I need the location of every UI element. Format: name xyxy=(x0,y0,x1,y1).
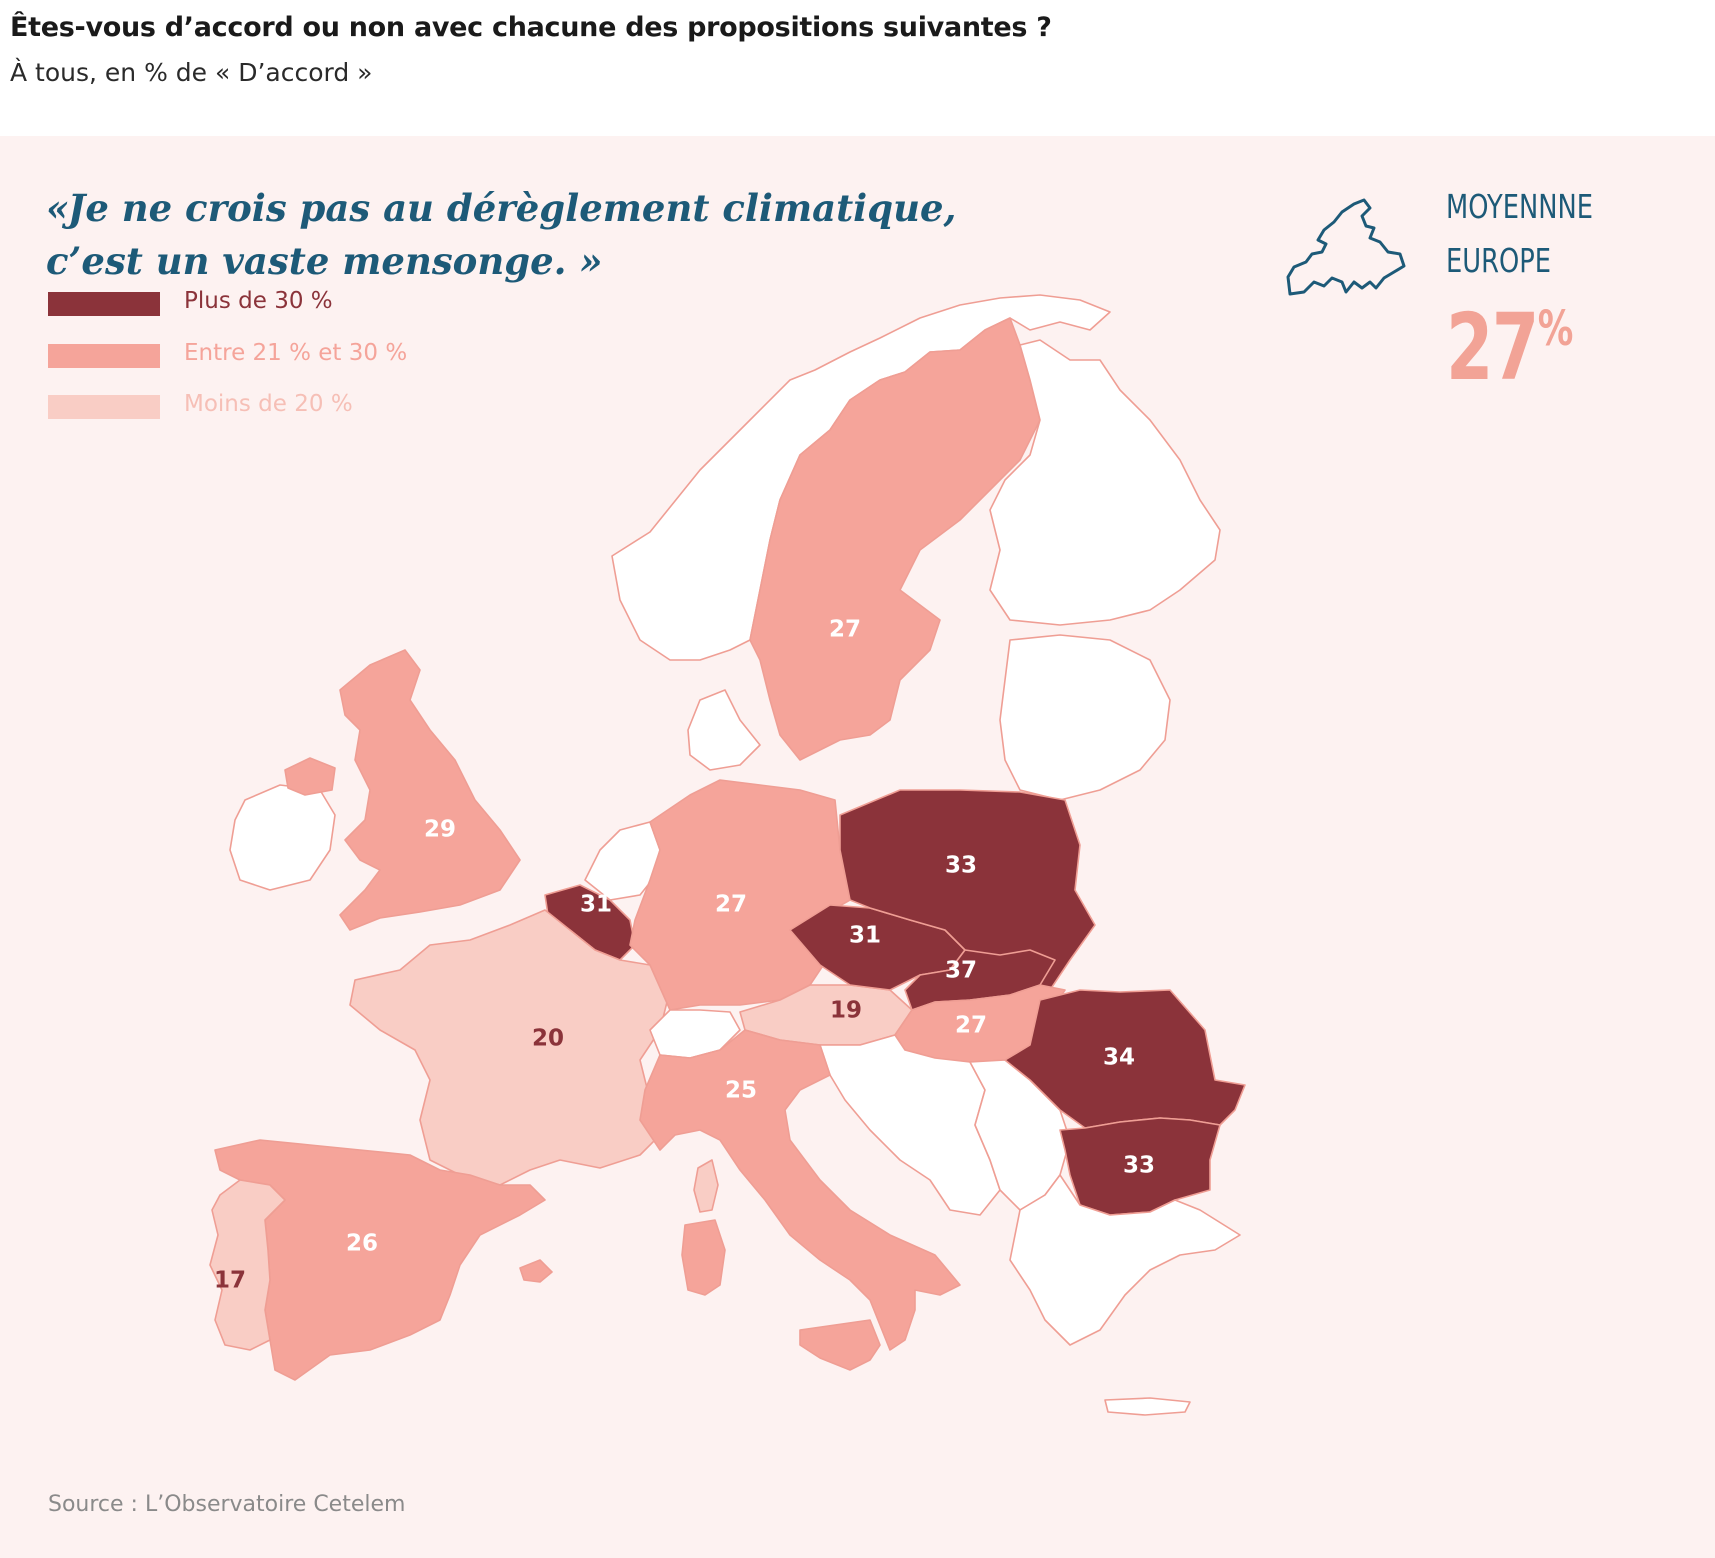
quote-line-1: «Je ne crois pas au dérèglement climatiq… xyxy=(46,186,957,230)
map-panel: 27 29 31 27 33 31 37 19 27 34 33 20 25 26 17 «Je ne cr… xyxy=(0,136,1715,1558)
value-label-belgium: 31 xyxy=(580,892,612,918)
country-value-labels: 27 29 31 27 33 31 37 19 27 34 33 20 25 26 17 xyxy=(214,617,1155,1294)
europe-map: 27 29 31 27 33 31 37 19 27 34 33 20 25 26 17 xyxy=(209,294,1246,1416)
country-poland xyxy=(839,789,1096,991)
value-label-germany: 27 xyxy=(715,892,747,918)
value-label-slovakia: 37 xyxy=(945,958,977,984)
country-portugal xyxy=(209,1179,286,1351)
value-label-spain: 26 xyxy=(346,1231,378,1257)
legend-label-high: Plus de 30 % xyxy=(184,288,333,314)
value-label-bulgaria: 33 xyxy=(1123,1153,1155,1179)
island-crete xyxy=(1104,1397,1191,1416)
country-sweden xyxy=(749,317,1041,761)
legend-label-mid: Entre 21 % et 30 % xyxy=(184,340,408,366)
value-label-austria: 19 xyxy=(830,998,862,1024)
europe-map-icon xyxy=(1286,198,1406,296)
value-label-france: 20 xyxy=(532,1026,564,1052)
country-greece xyxy=(1009,1174,1241,1346)
value-label-poland: 33 xyxy=(945,853,977,879)
legend-label-low: Moins de 20 % xyxy=(184,391,353,417)
value-label-united-kingdom: 29 xyxy=(424,817,456,843)
country-denmark xyxy=(687,689,761,771)
value-label-italy: 25 xyxy=(725,1078,757,1104)
legend-swatch-high xyxy=(48,292,160,316)
country-uk xyxy=(339,649,521,931)
legend-swatch-mid xyxy=(48,344,160,368)
value-label-czech-republic: 31 xyxy=(849,923,881,949)
country-finland xyxy=(989,339,1221,626)
country-bulgaria xyxy=(1059,1117,1221,1216)
legend-swatch-low xyxy=(48,395,160,419)
country-romania xyxy=(1004,989,1246,1129)
value-label-romania: 34 xyxy=(1103,1045,1135,1071)
source-note: Source : L’Observatoire Cetelem xyxy=(48,1492,406,1517)
quote-line-2: c’est un vaste mensonge. » xyxy=(46,239,603,283)
country-northern-ireland xyxy=(284,757,336,796)
country-shapes xyxy=(209,294,1246,1416)
country-baltics xyxy=(999,634,1171,801)
chart-title: Êtes-vous d’accord ou non avec chacune d… xyxy=(10,12,1052,43)
average-number: 27 xyxy=(1446,294,1539,401)
island-corsica xyxy=(693,1159,719,1213)
average-label: MOYENNNE EUROPE xyxy=(1446,187,1594,280)
value-label-sweden: 27 xyxy=(829,617,861,643)
quote-block: «Je ne crois pas au dérèglement climatiq… xyxy=(46,182,956,288)
country-france xyxy=(349,909,671,1186)
value-label-portugal: 17 xyxy=(214,1268,246,1294)
country-ireland xyxy=(229,784,336,891)
average-value: 27% xyxy=(1446,294,1574,401)
country-italy xyxy=(639,1029,961,1351)
island-sicily xyxy=(799,1319,881,1371)
value-label-hungary: 27 xyxy=(955,1013,987,1039)
island-sardinia xyxy=(681,1219,726,1296)
average-unit: % xyxy=(1537,301,1574,357)
island-balearic xyxy=(519,1259,553,1283)
chart-subtitle: À tous, en % de « D’accord » xyxy=(10,58,373,87)
